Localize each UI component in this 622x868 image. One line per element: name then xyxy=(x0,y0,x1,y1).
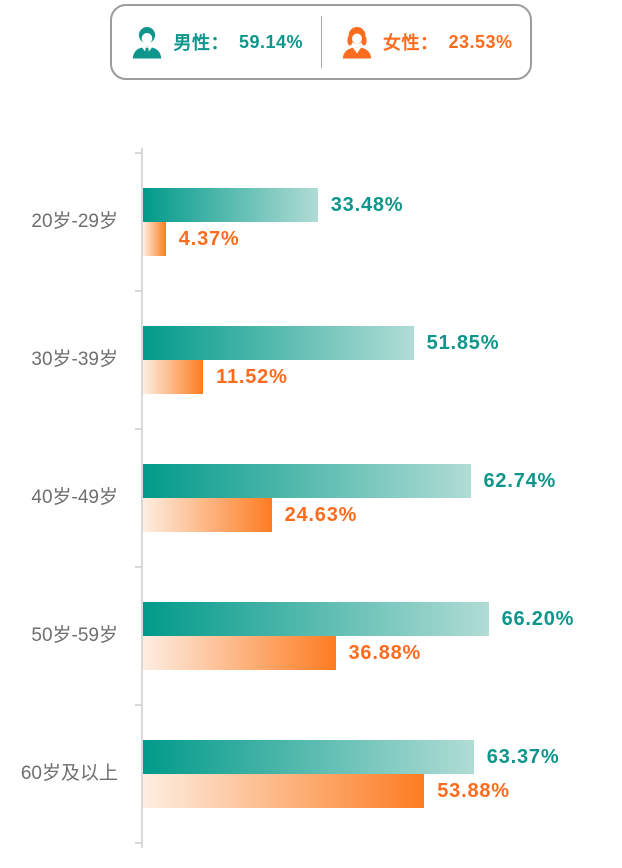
bar-male xyxy=(143,188,318,222)
value-label-male: 33.48% xyxy=(330,194,404,216)
y-axis-tick xyxy=(135,842,143,844)
y-axis-tick xyxy=(135,152,143,154)
legend-female-label: 女性： xyxy=(382,33,439,53)
value-label-female: 36.88% xyxy=(348,642,422,664)
legend-male-label: 男性： xyxy=(173,33,229,53)
category-label: 40岁-49岁 xyxy=(31,487,118,508)
y-axis-tick xyxy=(135,704,143,706)
bar-male xyxy=(143,740,474,774)
legend: 男性： 59.14% 女性： 23.53% xyxy=(110,4,532,80)
bar-male xyxy=(143,602,489,636)
legend-item-female: 女性： 23.53% xyxy=(322,24,531,60)
value-label-male: 51.85% xyxy=(426,332,500,354)
value-label-male: 66.20% xyxy=(501,608,575,630)
category-label: 60岁及以上 xyxy=(20,763,118,784)
value-label-male: 63.37% xyxy=(486,746,560,768)
y-axis-tick xyxy=(135,290,143,292)
value-label-female: 53.88% xyxy=(437,780,510,802)
legend-female-value: 23.53% xyxy=(448,31,513,52)
legend-male-value: 59.14% xyxy=(238,31,304,52)
value-label-female: 11.52% xyxy=(216,366,288,388)
bar-female xyxy=(143,360,204,394)
y-axis-line xyxy=(141,148,143,848)
bar-male xyxy=(143,464,471,498)
female-person-icon xyxy=(339,24,375,60)
category-label: 30岁-39岁 xyxy=(31,349,118,370)
bar-male xyxy=(143,326,414,360)
bar-female xyxy=(143,774,425,808)
y-axis-tick xyxy=(135,428,143,430)
value-label-male: 62.74% xyxy=(483,470,557,492)
value-label-female: 4.37% xyxy=(178,228,240,250)
bar-female xyxy=(143,222,166,256)
bar-female xyxy=(143,636,336,670)
y-axis-tick xyxy=(135,566,143,568)
legend-divider xyxy=(320,16,322,68)
category-label: 50岁-59岁 xyxy=(31,625,118,646)
male-person-icon xyxy=(129,24,165,60)
bar-female xyxy=(143,498,272,532)
legend-item-male: 男性： 59.14% xyxy=(112,24,321,60)
category-label: 20岁-29岁 xyxy=(31,211,118,232)
value-label-female: 24.63% xyxy=(284,504,358,526)
